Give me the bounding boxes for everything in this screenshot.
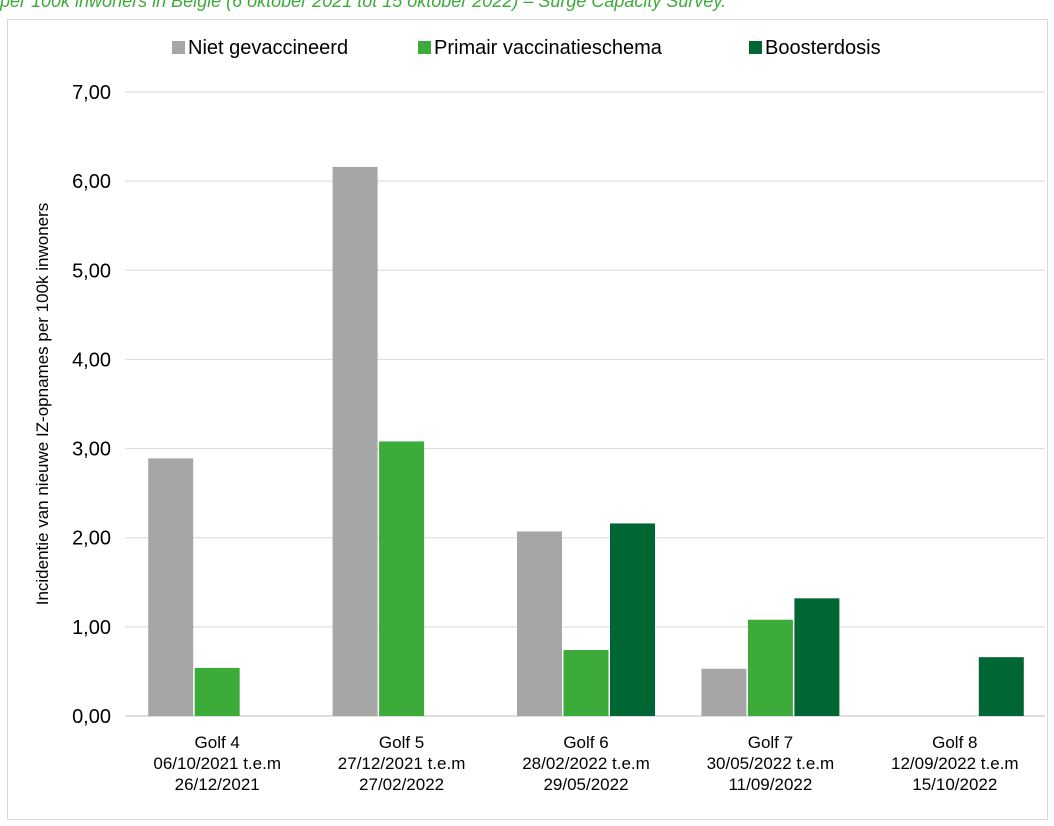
- legend-swatch: [172, 41, 185, 54]
- x-tick-label: 06/10/2021 t.e.m: [153, 754, 281, 773]
- x-tick-label: 12/09/2022 t.e.m: [891, 754, 1019, 773]
- bar-boosterdosis: [794, 598, 840, 716]
- legend-label: Boosterdosis: [765, 37, 881, 59]
- bar-primair-vaccinatieschema: [563, 650, 609, 716]
- x-tick-label: 11/09/2022: [728, 775, 812, 794]
- bar-primair-vaccinatieschema: [379, 441, 425, 716]
- y-tick-label: 3,00: [72, 439, 111, 461]
- figure-caption: per 100k inwoners in België (6 oktober 2…: [0, 0, 727, 11]
- x-tick-label: Golf 5: [379, 733, 424, 752]
- x-tick-label: 30/05/2022 t.e.m: [707, 754, 835, 773]
- bar-primair-vaccinatieschema: [747, 619, 793, 716]
- y-tick-label: 1,00: [72, 617, 111, 639]
- y-axis-title: Incidentie van nieuwe IZ-opnames per 100…: [33, 203, 52, 606]
- legend-swatch: [418, 41, 431, 54]
- legend-label: Primair vaccinatieschema: [434, 37, 663, 59]
- y-tick-label: 2,00: [72, 528, 111, 550]
- y-tick-label: 7,00: [72, 82, 111, 104]
- chart-area: 0,00 1,00 2,00 3,00 4,00 5,00 6,00 7,00 Incident…: [7, 19, 1048, 820]
- bar-boosterdosis: [610, 523, 655, 716]
- bar-niet-gevaccineerd: [148, 458, 194, 716]
- x-tick-label: Golf 6: [563, 733, 608, 752]
- x-tick-label: Golf 4: [195, 733, 240, 752]
- x-tick-label: Golf 8: [932, 733, 977, 752]
- bar-boosterdosis: [978, 657, 1024, 716]
- x-tick-label: 29/05/2022: [543, 775, 628, 794]
- x-tick-label: 27/02/2022: [359, 775, 444, 794]
- y-tick-label: 0,00: [72, 706, 111, 728]
- legend-swatch: [749, 41, 762, 54]
- x-tick-label: 27/12/2021 t.e.m: [338, 754, 466, 773]
- x-tick-label: Golf 7: [748, 733, 793, 752]
- y-tick-label: 4,00: [72, 349, 111, 371]
- y-tick-label: 5,00: [72, 260, 111, 282]
- x-tick-label: 28/02/2022 t.e.m: [522, 754, 650, 773]
- x-tick-label: 15/10/2022: [912, 775, 997, 794]
- x-tick-label: 26/12/2021: [175, 775, 260, 794]
- bar-primair-vaccinatieschema: [194, 667, 240, 716]
- y-tick-label: 6,00: [72, 171, 111, 193]
- legend-label: Niet gevaccineerd: [188, 37, 348, 59]
- bar-niet-gevaccineerd: [517, 531, 562, 716]
- bar-chart: 0,00 1,00 2,00 3,00 4,00 5,00 6,00 7,00 Incident…: [33, 37, 1045, 794]
- bar-niet-gevaccineerd: [701, 668, 747, 716]
- bar-niet-gevaccineerd: [332, 166, 378, 716]
